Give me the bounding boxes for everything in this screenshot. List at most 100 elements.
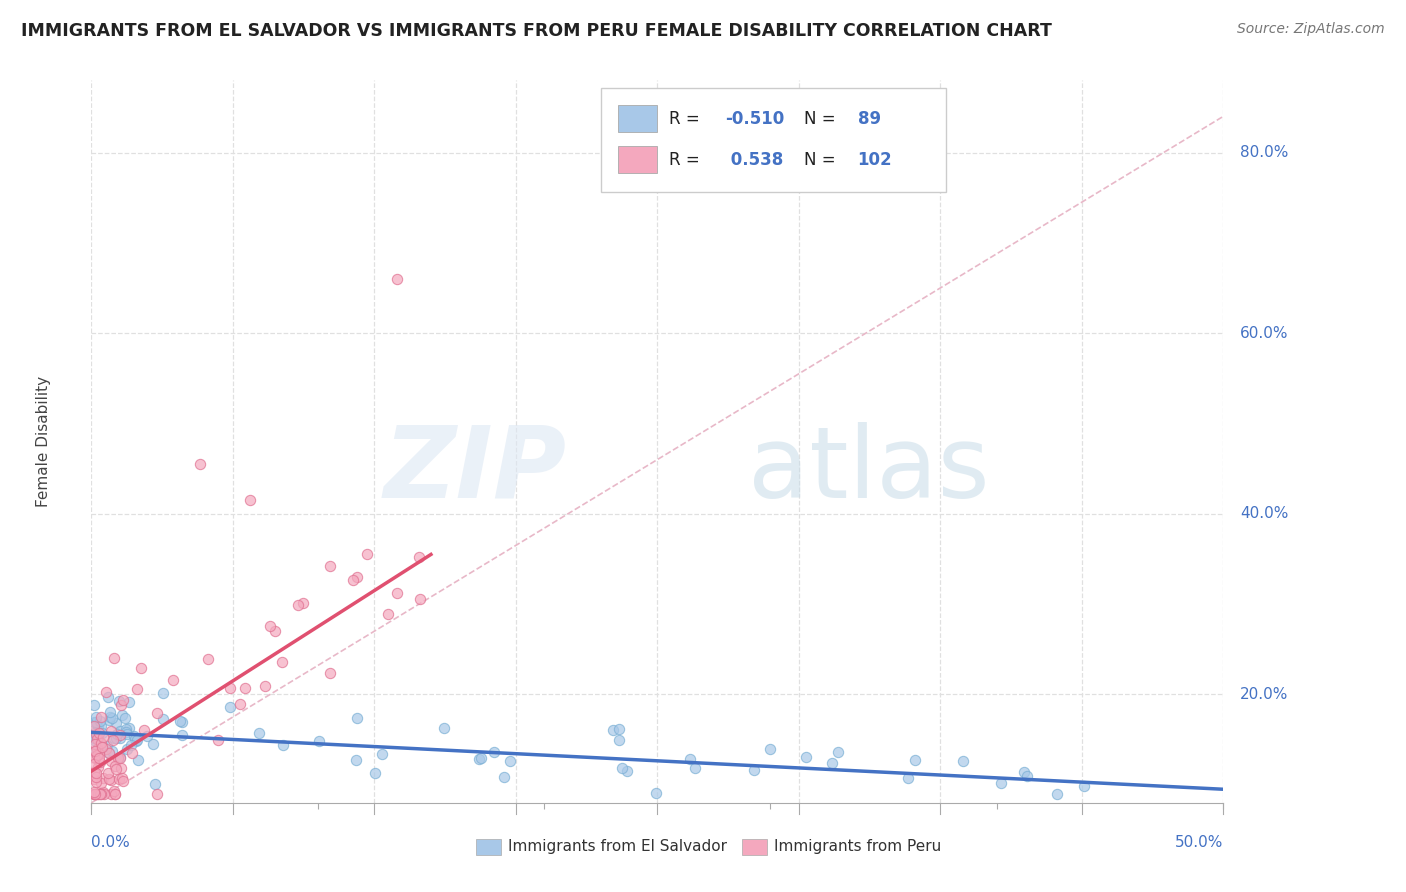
Point bbox=[169, 714, 191, 729]
Point bbox=[897, 771, 920, 785]
Point bbox=[308, 734, 330, 748]
Point bbox=[83, 750, 105, 764]
Point bbox=[364, 766, 387, 780]
Point bbox=[104, 787, 127, 801]
Point bbox=[827, 745, 849, 759]
Point bbox=[1073, 780, 1095, 794]
Point bbox=[344, 752, 367, 766]
Point bbox=[90, 710, 112, 724]
Text: IMMIGRANTS FROM EL SALVADOR VS IMMIGRANTS FROM PERU FEMALE DISABILITY CORRELATIO: IMMIGRANTS FROM EL SALVADOR VS IMMIGRANT… bbox=[21, 22, 1052, 40]
Point bbox=[91, 785, 114, 799]
Point bbox=[89, 787, 111, 801]
Point bbox=[207, 733, 229, 747]
Point bbox=[83, 726, 105, 740]
Point bbox=[97, 713, 120, 727]
Point bbox=[96, 685, 118, 699]
Point bbox=[90, 776, 112, 790]
Point bbox=[90, 738, 112, 752]
FancyBboxPatch shape bbox=[600, 87, 946, 193]
Point bbox=[84, 787, 107, 801]
Point bbox=[89, 736, 111, 750]
Point bbox=[499, 754, 522, 768]
Point bbox=[83, 745, 105, 759]
Point bbox=[263, 624, 285, 638]
Point bbox=[91, 771, 114, 785]
Point bbox=[83, 757, 105, 772]
Point bbox=[90, 739, 112, 754]
Point bbox=[98, 705, 121, 719]
Text: 80.0%: 80.0% bbox=[1240, 145, 1288, 160]
Point bbox=[172, 715, 194, 730]
Point bbox=[271, 655, 294, 669]
Text: 40.0%: 40.0% bbox=[1240, 507, 1288, 521]
Point bbox=[86, 787, 108, 801]
Point bbox=[110, 750, 132, 764]
Text: 0.0%: 0.0% bbox=[91, 835, 131, 850]
Point bbox=[110, 728, 132, 742]
Point bbox=[96, 741, 118, 756]
Point bbox=[125, 733, 148, 747]
Bar bbox=[742, 838, 768, 855]
Point bbox=[100, 787, 122, 801]
Point bbox=[1017, 769, 1039, 783]
Point bbox=[346, 711, 368, 725]
Point bbox=[91, 731, 114, 745]
Point bbox=[107, 772, 129, 786]
Point bbox=[89, 755, 111, 769]
Point bbox=[103, 731, 125, 745]
Point bbox=[86, 715, 108, 730]
Point bbox=[794, 750, 817, 764]
Point bbox=[342, 573, 364, 587]
Point bbox=[152, 686, 174, 700]
Text: 102: 102 bbox=[858, 151, 893, 169]
Point bbox=[111, 708, 134, 723]
Point bbox=[101, 744, 124, 758]
Point bbox=[125, 682, 148, 697]
Point bbox=[114, 711, 136, 725]
Text: 60.0%: 60.0% bbox=[1240, 326, 1289, 341]
Point bbox=[271, 738, 294, 752]
Point bbox=[87, 759, 110, 773]
Point bbox=[93, 787, 115, 801]
Point bbox=[118, 721, 141, 735]
Point bbox=[120, 738, 142, 752]
Point bbox=[1012, 764, 1035, 779]
Point bbox=[253, 679, 276, 693]
Point bbox=[87, 787, 110, 801]
Point bbox=[346, 570, 368, 584]
Point bbox=[98, 772, 121, 786]
Point bbox=[100, 711, 122, 725]
Point bbox=[112, 692, 135, 706]
Point bbox=[292, 595, 315, 609]
Point bbox=[385, 272, 408, 286]
Point bbox=[146, 787, 169, 801]
Point bbox=[100, 724, 122, 739]
Point bbox=[239, 493, 262, 508]
Point bbox=[90, 719, 112, 733]
Point bbox=[86, 747, 108, 762]
Text: N =: N = bbox=[804, 110, 841, 128]
Point bbox=[89, 714, 111, 729]
Text: 20.0%: 20.0% bbox=[1240, 687, 1288, 702]
Text: 50.0%: 50.0% bbox=[1175, 835, 1223, 850]
Point bbox=[679, 752, 702, 766]
Point bbox=[100, 772, 122, 787]
Point bbox=[83, 719, 105, 733]
Point bbox=[319, 665, 342, 680]
Point bbox=[142, 737, 165, 751]
Point bbox=[86, 731, 108, 746]
Bar bbox=[477, 838, 501, 855]
Point bbox=[118, 695, 141, 709]
Point bbox=[87, 732, 110, 747]
Text: Source: ZipAtlas.com: Source: ZipAtlas.com bbox=[1237, 22, 1385, 37]
Point bbox=[115, 722, 138, 736]
Point bbox=[683, 761, 706, 775]
Point bbox=[84, 737, 107, 751]
Text: Immigrants from Peru: Immigrants from Peru bbox=[773, 839, 941, 855]
Point bbox=[83, 787, 105, 801]
Point bbox=[219, 700, 242, 714]
Point bbox=[125, 733, 148, 747]
Point bbox=[742, 763, 765, 777]
Point bbox=[143, 777, 166, 791]
Point bbox=[247, 726, 270, 740]
